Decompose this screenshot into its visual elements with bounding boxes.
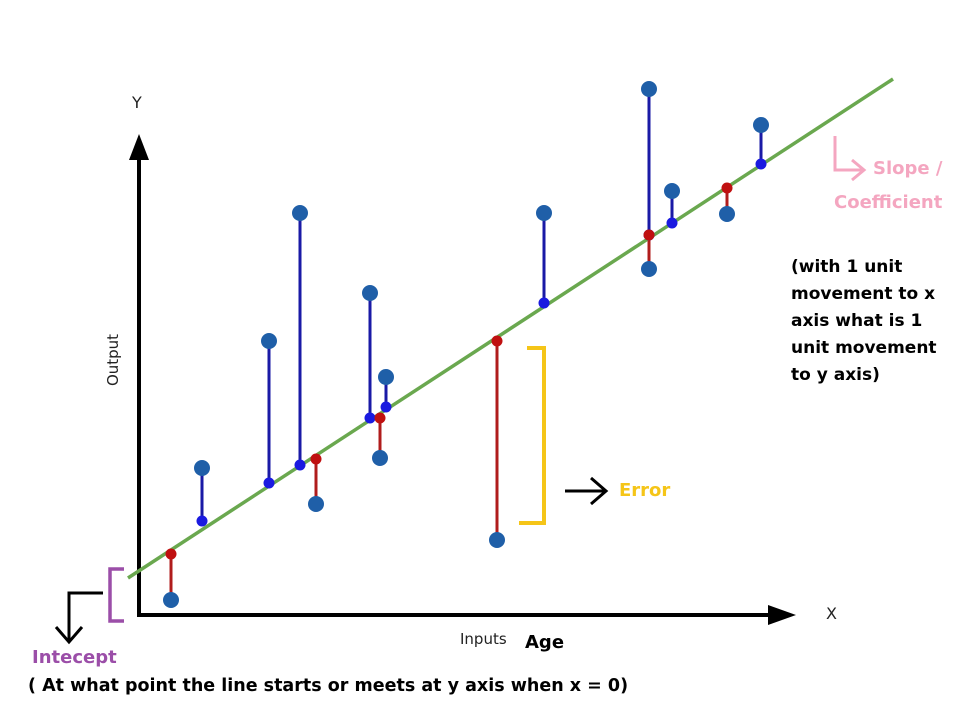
slope-label-line2: Coefficient xyxy=(834,192,943,213)
line-projection-point xyxy=(491,335,503,347)
line-projection-point xyxy=(364,412,376,424)
line-projection-point xyxy=(196,515,208,527)
line-projection-point xyxy=(721,182,733,194)
data-point xyxy=(308,496,324,512)
slope-note-line: movement to x xyxy=(791,284,936,304)
slope-note-line: axis what is 1 xyxy=(791,311,923,331)
data-point xyxy=(194,460,210,476)
error-arrow-icon xyxy=(590,476,609,506)
x-axis-letter: X xyxy=(826,604,837,623)
data-point xyxy=(378,369,394,385)
slope-note-line: unit movement xyxy=(791,338,937,358)
x-axis-title: Inputs xyxy=(460,630,507,648)
data-point xyxy=(641,81,657,97)
slope-note-line: to y axis) xyxy=(791,365,880,385)
line-projection-point xyxy=(165,548,177,560)
residual-lines xyxy=(169,89,763,600)
data-point xyxy=(292,205,308,221)
data-points xyxy=(163,81,769,608)
y-axis-title: Output xyxy=(104,333,122,387)
regression-line xyxy=(127,77,894,580)
data-point xyxy=(362,285,378,301)
y-axis-letter: Y xyxy=(132,93,142,112)
data-point xyxy=(641,261,657,277)
line-projection-point xyxy=(310,453,322,465)
error-bracket xyxy=(519,346,546,525)
slope-arrow-head xyxy=(851,158,867,182)
data-point xyxy=(753,117,769,133)
line-projection-point xyxy=(294,459,306,471)
intercept-arrow-icon xyxy=(54,626,84,645)
data-point xyxy=(372,450,388,466)
intercept-note: ( At what point the line starts or meets… xyxy=(28,676,629,696)
slope-note-line: (with 1 unit xyxy=(791,257,903,277)
line-projection-point xyxy=(666,217,678,229)
x-axis-subtitle: Age xyxy=(525,632,565,653)
line-projection-point xyxy=(538,297,550,309)
slope-arrow-icon xyxy=(833,136,862,172)
intercept-arrow-shaft xyxy=(67,591,103,640)
x-axis-arrow-icon xyxy=(768,605,796,625)
line-projection-point xyxy=(643,229,655,241)
data-point xyxy=(536,205,552,221)
data-point xyxy=(261,333,277,349)
line-projection-point xyxy=(755,158,767,170)
intercept-bracket xyxy=(108,567,124,623)
slope-label-line1: Slope / xyxy=(873,158,943,179)
intercept-label: Intecept xyxy=(32,647,117,668)
data-point xyxy=(719,206,735,222)
data-point xyxy=(489,532,505,548)
line-projection-point xyxy=(380,401,392,413)
error-label: Error xyxy=(619,480,671,501)
slope-note: (with 1 unit movement to x axis what is … xyxy=(791,254,937,389)
data-point xyxy=(163,592,179,608)
y-axis-arrow-icon xyxy=(129,134,149,160)
line-projection-point xyxy=(374,412,386,424)
line-projection-point xyxy=(263,477,275,489)
data-point xyxy=(664,183,680,199)
